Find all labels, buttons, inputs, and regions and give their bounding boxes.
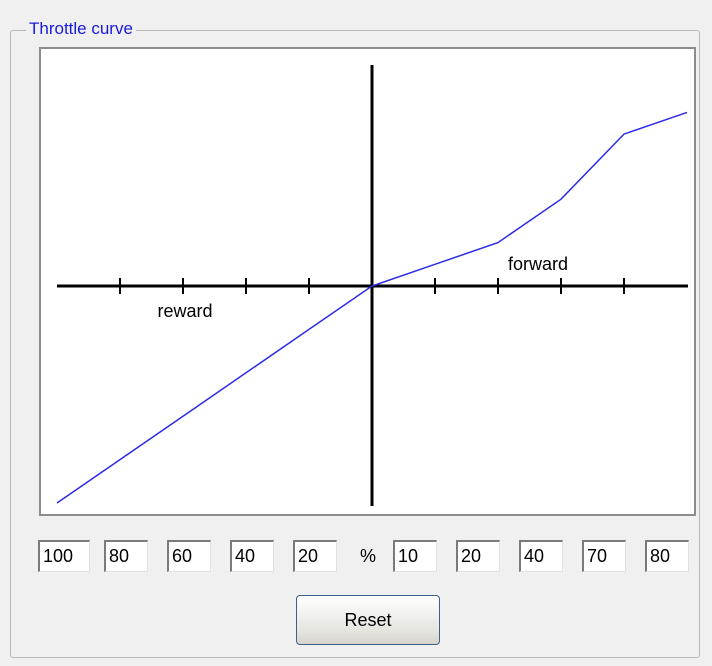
value-input[interactable]: 20: [456, 540, 500, 572]
value-input[interactable]: 60: [167, 540, 211, 572]
value-input[interactable]: 80: [645, 540, 689, 572]
reverse-curve: [56, 328, 310, 504]
forward-curve: [434, 111, 688, 266]
reset-button[interactable]: Reset: [296, 595, 440, 645]
group-box: [10, 30, 700, 658]
value-input[interactable]: 40: [519, 540, 563, 572]
value-input[interactable]: 20: [293, 540, 337, 572]
forward-label: forward: [508, 254, 568, 274]
group-title: Throttle curve: [26, 19, 136, 39]
curve-connector: [308, 263, 436, 331]
plot-area: [39, 47, 696, 516]
value-input[interactable]: 80: [104, 540, 148, 572]
value-input[interactable]: 40: [230, 540, 274, 572]
value-input[interactable]: 10: [393, 540, 437, 572]
value-input[interactable]: 70: [582, 540, 626, 572]
reverse-label: reward: [157, 301, 212, 321]
value-input[interactable]: 100: [38, 540, 90, 572]
unit-label: %: [360, 546, 377, 566]
